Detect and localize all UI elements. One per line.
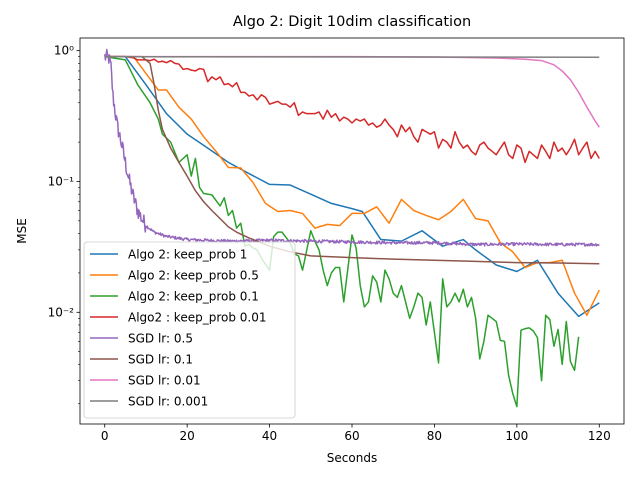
series-line-4: [103, 48, 600, 247]
x-tick-label: 120: [588, 429, 611, 443]
series-line-0: [104, 55, 600, 318]
series-line-3: [104, 55, 600, 164]
legend-label: SGD lr: 0.01: [128, 374, 201, 388]
legend: Algo 2: keep_prob 1 Algo 2: keep_prob 0.5…: [83, 241, 296, 419]
x-tick-label: 0: [101, 429, 109, 443]
series-line-5: [104, 55, 600, 265]
y-axis: 10⁻² 10⁻¹ 10⁰: [48, 44, 80, 405]
x-tick-label: 80: [427, 429, 442, 443]
x-tick-label: 100: [505, 429, 528, 443]
legend-box: [83, 241, 296, 419]
x-tick-label: 40: [262, 429, 277, 443]
series-line-7: [104, 55, 600, 59]
legend-label: Algo 2: keep_prob 0.5: [128, 269, 259, 283]
chart-title: Algo 2: Digit 10dim classification: [233, 14, 471, 30]
y-tick-label: 10⁰: [54, 44, 74, 58]
y-tick-label: 10⁻²: [48, 305, 75, 319]
x-axis: 0 20 40 60 80 100 120: [101, 424, 611, 443]
legend-label: Algo 2: keep_prob 1: [128, 248, 247, 262]
x-tick-label: 60: [344, 429, 359, 443]
legend-label: SGD lr: 0.001: [128, 395, 208, 409]
legend-label: SGD lr: 0.5: [128, 332, 193, 346]
legend-label: Algo2 : keep_prob 0.01: [128, 311, 267, 325]
legend-label: SGD lr: 0.1: [128, 353, 193, 367]
series-line-1: [104, 55, 600, 316]
series-layer: [103, 48, 600, 408]
series-line-2: [104, 55, 580, 408]
y-tick-label: 10⁻¹: [48, 174, 75, 188]
x-tick-label: 20: [180, 429, 195, 443]
y-axis-label: MSE: [15, 218, 29, 244]
x-axis-label: Seconds: [327, 451, 377, 465]
legend-label: Algo 2: keep_prob 0.1: [128, 290, 259, 304]
